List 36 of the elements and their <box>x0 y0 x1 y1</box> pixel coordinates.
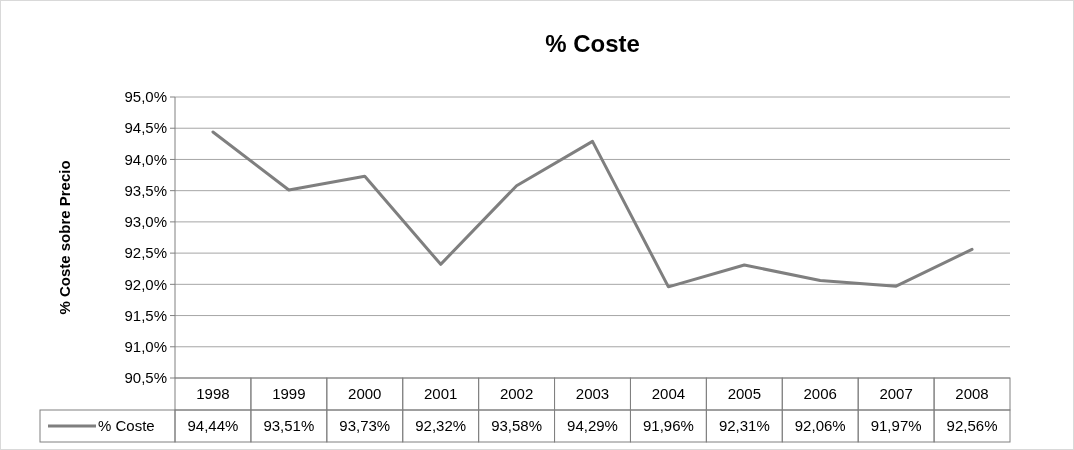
x-tick-label: 2003 <box>575 385 610 403</box>
y-tick-label: 91,5% <box>124 306 167 324</box>
x-tick-label: 2004 <box>651 385 686 403</box>
legend-label: % Coste <box>98 417 155 435</box>
data-label: 92,56% <box>946 417 998 435</box>
data-label: 94,44% <box>187 417 239 435</box>
data-label: 92,32% <box>415 417 467 435</box>
y-tick-label: 93,0% <box>124 213 167 231</box>
x-tick-label: 1999 <box>272 385 306 403</box>
x-tick-label: 2008 <box>955 385 989 403</box>
x-tick-label: 2002 <box>499 385 534 403</box>
x-tick-label: 2006 <box>803 385 837 403</box>
x-tick-label: 2007 <box>879 385 913 403</box>
data-label: 93,73% <box>339 417 391 435</box>
x-tick-label: 2005 <box>727 385 762 403</box>
y-tick-label: 94,0% <box>124 150 167 168</box>
x-tick-label: 2000 <box>348 385 382 403</box>
data-label: 91,97% <box>870 417 922 435</box>
line-series <box>211 130 974 289</box>
data-label: 92,31% <box>718 417 770 435</box>
x-tick-label: 1998 <box>196 385 230 403</box>
chart-title: % Coste <box>545 30 640 57</box>
x-tick-label: 2001 <box>423 385 458 403</box>
y-axis-title: % Coste sobre Precio <box>56 160 73 315</box>
y-tick-label: 95,0% <box>124 88 167 106</box>
y-tick-label: 93,5% <box>124 181 167 199</box>
y-tick-label: 91,0% <box>124 338 167 356</box>
data-label: 92,06% <box>794 417 846 435</box>
data-label: 93,58% <box>491 417 543 435</box>
y-tick-label: 94,5% <box>124 119 167 137</box>
y-tick-label: 92,5% <box>124 244 167 262</box>
y-tick-label: 90,5% <box>124 369 167 387</box>
data-label: 94,29% <box>567 417 618 435</box>
y-tick-label: 92,0% <box>124 275 167 293</box>
data-label: 93,51% <box>263 417 315 435</box>
data-label: 91,96% <box>642 417 694 435</box>
